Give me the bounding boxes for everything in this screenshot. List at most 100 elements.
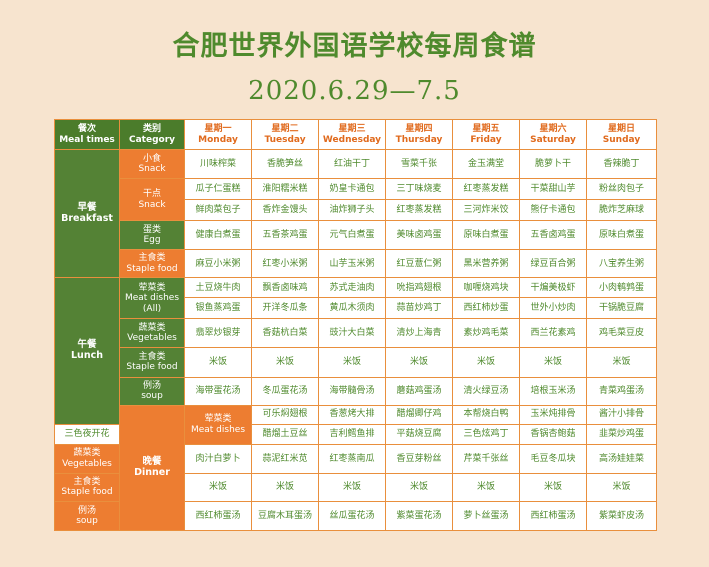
dish-cell: 五香卤鸡蛋 bbox=[519, 220, 587, 251]
dish-cell: 翡翠炒银芽 bbox=[184, 318, 252, 349]
dish-cell: 奶皇卡通包 bbox=[318, 178, 386, 201]
dish-cell: 高汤娃娃菜 bbox=[586, 443, 657, 474]
dish-cell: 本帮烧白鸭 bbox=[452, 404, 520, 425]
dish-cell: 健康白煮蛋 bbox=[184, 220, 252, 251]
dish-cell: 清火绿豆汤 bbox=[452, 376, 520, 406]
row-breakfast-staple: 主食类 Staple food 麻豆小米粥 红枣小米粥 山芋玉米粥 红豆薏仁粥 黑米营养粥… bbox=[55, 249, 657, 279]
dish-cell: 川味榨菜 bbox=[184, 148, 252, 180]
row-lunch-soup: 例汤 soup 海带蛋花汤 冬瓜蛋花汤 海带髓骨汤 蘑菇鸡蛋汤 清火绿豆汤 培根玉米汤 青菜鸡… bbox=[55, 376, 657, 406]
dish-cell: 红枣蒸发糕 bbox=[385, 199, 453, 222]
category-breakfast-dry-snack: 干点 Snack bbox=[119, 178, 185, 222]
dish-cell: 丝瓜蛋花汤 bbox=[318, 500, 386, 532]
dish-cell: 吉利鳕鱼排 bbox=[318, 423, 386, 445]
dish-cell: 米饭 bbox=[318, 347, 386, 378]
dish-cell: 金玉满堂 bbox=[452, 148, 520, 180]
dish-cell: 黄瓜木须肉 bbox=[318, 297, 386, 320]
page-title: 合肥世界外国语学校每周食谱 bbox=[172, 31, 537, 62]
category-dinner-soup: 例汤 soup bbox=[54, 500, 120, 532]
dish-cell: 三河炸米饺 bbox=[452, 199, 520, 222]
header-day-sunday: 星期日 Sunday bbox=[586, 119, 657, 150]
category-dinner-meat: 荤菜类 Meat dishes bbox=[184, 404, 252, 445]
dish-cell: 米饭 bbox=[586, 347, 657, 378]
header-day-saturday: 星期六 Saturday bbox=[519, 119, 587, 150]
dish-cell: 米饭 bbox=[184, 472, 252, 502]
dish-cell: 小肉鹌鹑蛋 bbox=[586, 277, 657, 299]
dish-cell: 米饭 bbox=[519, 472, 587, 502]
dish-cell: 西红柿炒蛋 bbox=[452, 297, 520, 320]
category-lunch-soup: 例汤 soup bbox=[119, 376, 185, 406]
header-row: 餐次 Meal times 类别 Category 星期一 Monday 星期二 Tue… bbox=[54, 119, 657, 150]
dish-cell: 三色夜开花 bbox=[54, 423, 120, 445]
date-range: 2020.6.29—7.5 bbox=[248, 76, 461, 106]
dish-cell: 冬瓜蛋花汤 bbox=[251, 376, 319, 406]
dish-cell: 平菇烧豆腐 bbox=[385, 423, 453, 445]
dish-cell: 麻豆小米粥 bbox=[184, 249, 252, 279]
dish-cell: 醋熘土豆丝 bbox=[251, 423, 319, 445]
dish-cell: 西兰花素鸡 bbox=[519, 318, 587, 349]
dish-cell: 米饭 bbox=[318, 472, 386, 502]
row-dinner-meat-1: 晚餐 Dinner 荤菜类 Meat dishes 可乐焖翅根 香葱烤大排 醋熘卿仔鸡本… bbox=[55, 404, 657, 532]
dish-cell: 脆萝卜干 bbox=[519, 148, 587, 180]
header-day-friday: 星期五 Friday bbox=[452, 119, 520, 150]
row-dinner-veg: 蔬菜类 Vegetables 肉汁白萝卜 蒜泥红米苋 红枣蒸南瓜 香豆芽粉丝 芹菜千张丝毛… bbox=[54, 443, 657, 474]
row-dinner-soup: 例汤 soup 西红柿蛋汤 豆腐木耳蛋汤 丝瓜蛋花汤 紫菜蛋花汤 萝卜丝蛋汤 西红柿蛋汤 紫菜… bbox=[54, 500, 657, 532]
dish-cell: 香锅杏鲍菇 bbox=[519, 423, 587, 445]
dish-cell: 山芋玉米粥 bbox=[318, 249, 386, 279]
dish-cell: 脆炸芝麻球 bbox=[586, 199, 657, 222]
dish-cell: 米饭 bbox=[251, 347, 319, 378]
dish-cell: 香脆笋丝 bbox=[251, 148, 319, 180]
dish-cell: 红枣蒸发糕 bbox=[452, 178, 520, 201]
dish-cell: 原味白煮蛋 bbox=[452, 220, 520, 251]
row-lunch-meat-2: 银鱼蒸鸡蛋 开洋冬瓜条 黄瓜木须肉 蒜苗炒鸡丁 西红柿炒蛋 世外小炒肉 干锅脆豆腐 bbox=[55, 297, 657, 320]
dish-cell: 萝卜丝蛋汤 bbox=[452, 500, 520, 532]
dish-cell: 米饭 bbox=[385, 472, 453, 502]
dish-cell: 绿豆百合粥 bbox=[519, 249, 587, 279]
header-day-wednesday: 星期三 Wednesday bbox=[318, 119, 386, 150]
header-day-monday: 星期一 Monday bbox=[184, 119, 252, 150]
dish-cell: 素炒鸡毛菜 bbox=[452, 318, 520, 349]
dish-cell: 苏式走油肉 bbox=[318, 277, 386, 299]
row-lunch-meat-1: 午餐 Lunch 荤菜类 Meat dishes (All) 土豆烧牛肉 飘香卤味鸡 苏式… bbox=[54, 277, 657, 425]
dish-cell: 香豆芽粉丝 bbox=[385, 443, 453, 474]
dish-cell: 吮指鸡翅根 bbox=[385, 277, 453, 299]
dish-cell: 粉丝肉包子 bbox=[586, 178, 657, 201]
dish-cell: 海带蛋花汤 bbox=[184, 376, 252, 406]
category-breakfast-staple: 主食类 Staple food bbox=[119, 249, 185, 279]
dish-cell: 鸡毛菜豆皮 bbox=[586, 318, 657, 349]
dish-cell: 咖喱烧鸡块 bbox=[452, 277, 520, 299]
dish-cell: 豆腐木耳蛋汤 bbox=[251, 500, 319, 532]
dish-cell: 美味卤鸡蛋 bbox=[385, 220, 453, 251]
dish-cell: 蒜苗炒鸡丁 bbox=[385, 297, 453, 320]
row-lunch-veg: 蔬菜类 Vegetables 翡翠炒银芽 香菇杭白菜 豉汁大白菜 清炒上海青 素炒鸡毛菜西… bbox=[55, 318, 657, 349]
row-dinner-meat-2: 三色夜开花 醋熘土豆丝 吉利鳕鱼排 平菇烧豆腐 三色炫鸡丁 香锅杏鲍菇 韭菜炒鸡蛋 bbox=[54, 423, 657, 445]
dish-cell: 瓜子仁蛋糕 bbox=[184, 178, 252, 201]
dish-cell: 雪菜千张 bbox=[385, 148, 453, 180]
dish-cell: 世外小炒肉 bbox=[519, 297, 587, 320]
dish-cell: 紫菜虾皮汤 bbox=[586, 500, 657, 532]
dish-cell: 海带髓骨汤 bbox=[318, 376, 386, 406]
dish-cell: 黑米营养粥 bbox=[452, 249, 520, 279]
dish-cell: 芹菜千张丝 bbox=[452, 443, 520, 474]
row-breakfast-dry-snack-2: 鲜肉菜包子 香炸金馒头 油炸狮子头 红枣蒸发糕 三河炸米饺 熊仔卡通包 脆炸芝麻球 bbox=[55, 199, 657, 222]
dish-cell: 红油干丁 bbox=[318, 148, 386, 180]
weekly-menu-table: 餐次 Meal times 类别 Category 星期一 Monday 星期二 Tue… bbox=[54, 119, 657, 532]
header-category: 类别 Category bbox=[119, 119, 185, 150]
dish-cell: 元气白煮蛋 bbox=[318, 220, 386, 251]
dish-cell: 三丁味烧麦 bbox=[385, 178, 453, 201]
header-day-thursday: 星期四 Thursday bbox=[385, 119, 453, 150]
category-lunch-staple: 主食类 Staple food bbox=[119, 347, 185, 378]
category-dinner-veg: 蔬菜类 Vegetables bbox=[54, 443, 120, 474]
header-day-tuesday: 星期二 Tuesday bbox=[251, 119, 319, 150]
dish-cell: 香菇杭白菜 bbox=[251, 318, 319, 349]
dish-cell: 培根玉米汤 bbox=[519, 376, 587, 406]
row-breakfast-snack: 早餐 Breakfast 小食 Snack 川味榨菜 香脆笋丝 红油干丁 雪菜千张 金玉满堂… bbox=[54, 148, 657, 279]
dish-cell: 米饭 bbox=[251, 472, 319, 502]
dish-cell: 紫菜蛋花汤 bbox=[385, 500, 453, 532]
row-lunch-staple: 主食类 Staple food 米饭 米饭 米饭 米饭 米饭 米饭 米饭 bbox=[55, 347, 657, 378]
dish-cell: 五香茶鸡蛋 bbox=[251, 220, 319, 251]
row-breakfast-egg: 蛋类 Egg 健康白煮蛋 五香茶鸡蛋 元气白煮蛋 美味卤鸡蛋 原味白煮蛋 五香卤鸡蛋 原味白煮… bbox=[55, 220, 657, 251]
dish-cell: 米饭 bbox=[452, 347, 520, 378]
dish-cell: 韭菜炒鸡蛋 bbox=[586, 423, 657, 445]
dish-cell: 香辣脆丁 bbox=[586, 148, 657, 180]
meal-lunch: 午餐 Lunch bbox=[54, 277, 120, 425]
